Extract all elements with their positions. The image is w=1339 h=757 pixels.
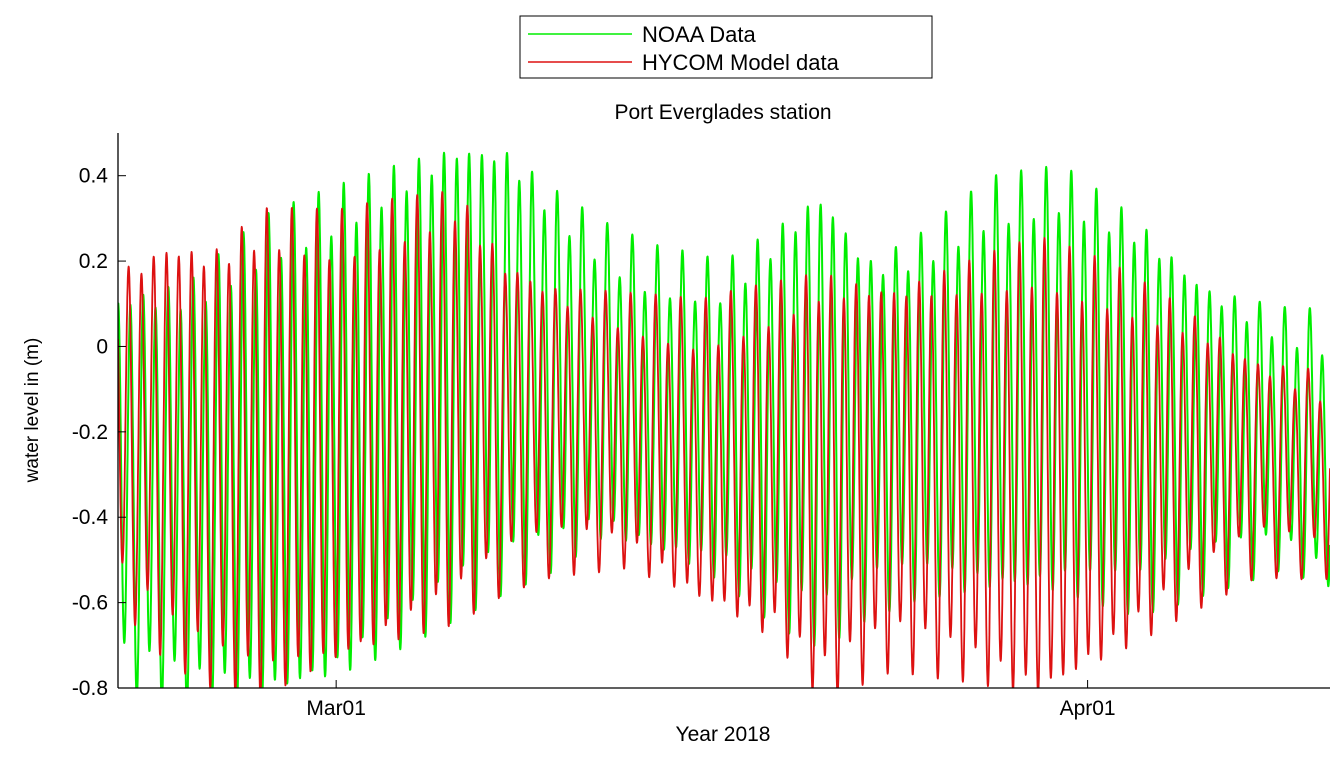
x-axis-label: Year 2018	[676, 723, 771, 746]
x-tick-label: Apr01	[1060, 697, 1116, 720]
series-line-hycom	[118, 191, 1330, 688]
x-tick-label: Mar01	[306, 697, 366, 720]
legend: NOAA Data HYCOM Model data	[519, 15, 933, 79]
x-ticks: Mar01 Apr01	[306, 680, 1116, 720]
legend-box	[519, 15, 933, 79]
chart-title: Port Everglades station	[614, 101, 831, 124]
y-tick-label: 0.2	[79, 250, 108, 273]
y-ticks: 0.4 0.2 0 -0.2 -0.4 -0.6 -0.8	[72, 165, 126, 700]
y-axis-label: water level in (m)	[22, 338, 43, 484]
y-tick-label: 0	[96, 335, 108, 358]
series-layer	[118, 151, 1330, 688]
y-tick-label: -0.2	[72, 421, 108, 444]
y-tick-label: -0.4	[72, 506, 109, 529]
y-tick-label: 0.4	[79, 165, 109, 188]
legend-label-hycom: HYCOM Model data	[642, 50, 840, 75]
legend-label-noaa: NOAA Data	[642, 22, 756, 47]
y-tick-label: -0.6	[72, 592, 108, 615]
y-tick-label: -0.8	[72, 677, 108, 700]
